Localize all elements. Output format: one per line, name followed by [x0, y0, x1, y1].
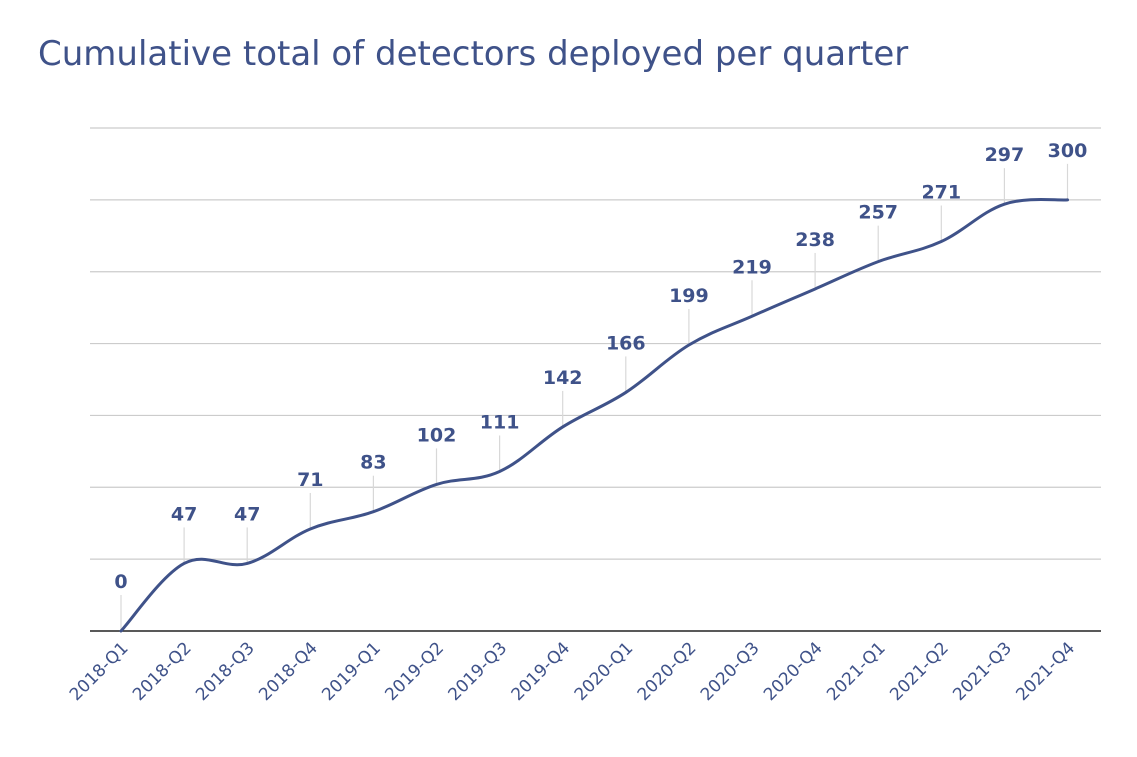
- x-tick-label: 2020-Q2: [634, 638, 701, 705]
- x-tick-label: 2021-Q2: [886, 638, 953, 705]
- data-label: 297: [985, 144, 1025, 166]
- data-label: 142: [543, 367, 583, 389]
- x-tick-label: 2019-Q4: [508, 638, 575, 705]
- x-tick-label: 2021-Q3: [949, 638, 1016, 705]
- series-line: [119, 198, 1069, 633]
- x-tick-label: 2018-Q3: [192, 638, 259, 705]
- data-label: 83: [360, 452, 386, 474]
- data-label: 0: [114, 571, 127, 593]
- data-label: 271: [921, 182, 961, 204]
- x-tick-label: 2018-Q4: [255, 638, 322, 705]
- data-label: 219: [732, 256, 772, 278]
- x-tick-label: 2020-Q4: [760, 638, 827, 705]
- data-label: 71: [297, 469, 323, 491]
- data-label: 111: [480, 411, 520, 433]
- x-tick-label: 2021-Q4: [1012, 638, 1079, 705]
- x-tick-label: 2019-Q2: [381, 638, 448, 705]
- data-label: 199: [669, 285, 709, 307]
- x-tick-label: 2018-Q2: [129, 638, 196, 705]
- data-label: 166: [606, 332, 646, 354]
- x-tick-label: 2021-Q1: [823, 638, 890, 705]
- series-group: [119, 198, 1069, 633]
- data-label: 47: [234, 503, 260, 525]
- x-tick-label: 2020-Q3: [697, 638, 764, 705]
- data-labels: 0 47 47 71 83 102 111 142 166 199 219 238 257 271 297 3…: [114, 140, 1087, 593]
- data-label: 102: [417, 424, 457, 446]
- data-label: 257: [858, 202, 898, 224]
- data-label: 238: [795, 229, 835, 251]
- x-tick-label: 2018-Q1: [66, 638, 133, 705]
- data-label: 300: [1048, 140, 1088, 162]
- x-tick-label: 2019-Q3: [445, 638, 512, 705]
- data-label: 47: [171, 503, 197, 525]
- chart-title: Cumulative total of detectors deployed p…: [38, 34, 909, 74]
- data-label-leaders: [120, 163, 1069, 631]
- x-axis-tick-labels: 2018-Q12018-Q22018-Q32018-Q42019-Q12019-…: [66, 638, 1079, 705]
- x-tick-label: 2019-Q1: [318, 638, 385, 705]
- x-tick-label: 2020-Q1: [571, 638, 638, 705]
